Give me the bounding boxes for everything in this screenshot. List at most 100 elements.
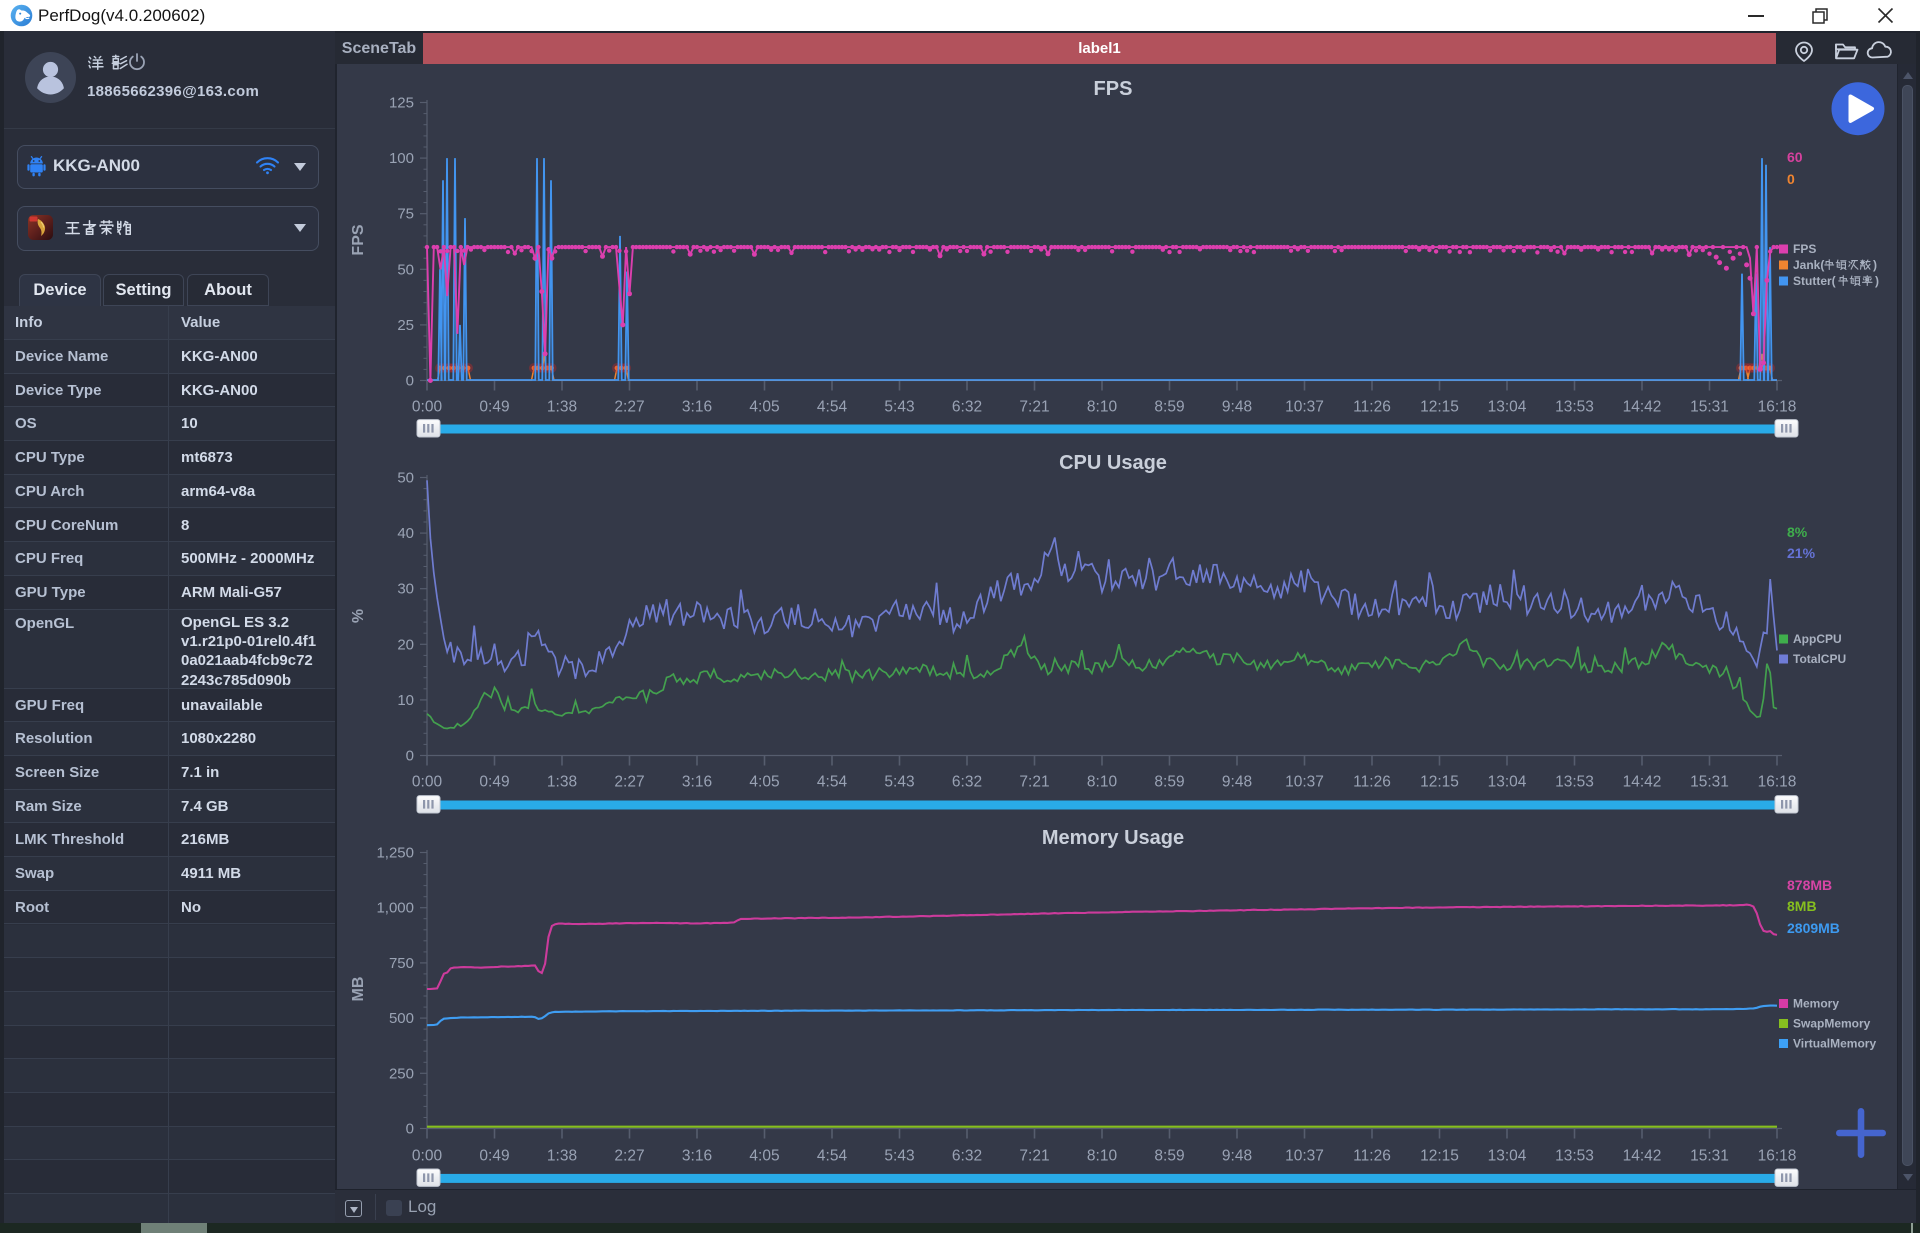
svg-text:1,000: 1,000 <box>376 900 414 917</box>
svg-text:15:31: 15:31 <box>1690 399 1729 416</box>
svg-text:13:53: 13:53 <box>1555 399 1594 416</box>
svg-text:15:31: 15:31 <box>1690 1148 1729 1165</box>
svg-text:5:43: 5:43 <box>884 774 914 791</box>
svg-text:16:18: 16:18 <box>1758 774 1797 791</box>
svg-text:4:05: 4:05 <box>749 1148 779 1165</box>
svg-text:750: 750 <box>389 955 414 972</box>
svg-text:FPS: FPS <box>1793 242 1816 256</box>
svg-text:2:27: 2:27 <box>614 399 644 416</box>
svg-text:8:59: 8:59 <box>1154 774 1184 791</box>
svg-text:9:48: 9:48 <box>1222 399 1252 416</box>
svg-text:250: 250 <box>389 1065 414 1082</box>
svg-text:2:27: 2:27 <box>614 1148 644 1165</box>
svg-text:5:43: 5:43 <box>884 399 914 416</box>
svg-text:4:05: 4:05 <box>749 774 779 791</box>
svg-text:12:15: 12:15 <box>1420 1148 1459 1165</box>
svg-text:10:37: 10:37 <box>1285 399 1324 416</box>
svg-text:%: % <box>350 609 367 623</box>
svg-text:Memory: Memory <box>1793 997 1839 1011</box>
svg-text:8:59: 8:59 <box>1154 1148 1184 1165</box>
svg-text:0:00: 0:00 <box>412 1148 443 1165</box>
svg-text:0:00: 0:00 <box>412 774 443 791</box>
svg-text:0:00: 0:00 <box>412 399 443 416</box>
svg-text:9:48: 9:48 <box>1222 774 1252 791</box>
svg-text:7:21: 7:21 <box>1019 774 1049 791</box>
svg-text:10: 10 <box>397 692 414 709</box>
svg-text:50: 50 <box>397 470 414 487</box>
svg-text:7:21: 7:21 <box>1019 399 1049 416</box>
svg-text:11:26: 11:26 <box>1353 774 1391 791</box>
svg-text:FPS: FPS <box>1094 78 1133 100</box>
svg-text:10:37: 10:37 <box>1285 774 1324 791</box>
svg-text:5:43: 5:43 <box>884 1148 914 1165</box>
svg-text:8:10: 8:10 <box>1087 774 1118 791</box>
svg-text:Jank(: Jank( <box>1793 258 1824 272</box>
svg-text:7:21: 7:21 <box>1019 1148 1049 1165</box>
svg-text:14:42: 14:42 <box>1623 774 1662 791</box>
svg-text:21%: 21% <box>1787 545 1816 561</box>
svg-text:4:05: 4:05 <box>749 399 779 416</box>
svg-text:8:10: 8:10 <box>1087 399 1118 416</box>
svg-text:11:26: 11:26 <box>1353 399 1391 416</box>
svg-text:13:04: 13:04 <box>1488 399 1527 416</box>
svg-text:60: 60 <box>1787 149 1803 165</box>
svg-text:100: 100 <box>389 150 414 167</box>
svg-text:12:15: 12:15 <box>1420 399 1459 416</box>
svg-text:): ) <box>1873 258 1877 272</box>
svg-text:1:38: 1:38 <box>547 1148 577 1165</box>
svg-text:Memory Usage: Memory Usage <box>1042 827 1184 849</box>
svg-text:878MB: 878MB <box>1787 877 1832 893</box>
svg-text:0:49: 0:49 <box>479 399 509 416</box>
svg-text:13:53: 13:53 <box>1555 774 1594 791</box>
svg-text:3:16: 3:16 <box>682 774 712 791</box>
svg-text:25: 25 <box>397 317 414 334</box>
svg-text:8%: 8% <box>1787 524 1808 540</box>
svg-text:MB: MB <box>350 977 367 1002</box>
svg-text:15:31: 15:31 <box>1690 774 1729 791</box>
svg-text:SwapMemory: SwapMemory <box>1793 1017 1871 1031</box>
svg-text:8:59: 8:59 <box>1154 399 1184 416</box>
svg-text:0: 0 <box>406 1121 414 1138</box>
svg-text:10:37: 10:37 <box>1285 1148 1324 1165</box>
svg-text:4:54: 4:54 <box>817 399 848 416</box>
svg-text:TotalCPU: TotalCPU <box>1793 652 1846 666</box>
svg-text:Stutter(: Stutter( <box>1793 274 1836 288</box>
svg-text:4:54: 4:54 <box>817 1148 848 1165</box>
svg-text:16:18: 16:18 <box>1758 399 1797 416</box>
svg-text:8MB: 8MB <box>1787 898 1817 914</box>
svg-text:16:18: 16:18 <box>1758 1148 1797 1165</box>
svg-text:4:54: 4:54 <box>817 774 848 791</box>
svg-text:13:04: 13:04 <box>1488 1148 1527 1165</box>
svg-text:12:15: 12:15 <box>1420 774 1459 791</box>
svg-text:14:42: 14:42 <box>1623 1148 1662 1165</box>
svg-text:8:10: 8:10 <box>1087 1148 1118 1165</box>
svg-text:6:32: 6:32 <box>952 774 982 791</box>
svg-text:1:38: 1:38 <box>547 774 577 791</box>
svg-text:3:16: 3:16 <box>682 1148 712 1165</box>
svg-text:6:32: 6:32 <box>952 1148 982 1165</box>
svg-text:0: 0 <box>406 748 414 765</box>
svg-text:50: 50 <box>397 261 414 278</box>
svg-text:13:04: 13:04 <box>1488 774 1527 791</box>
svg-text:11:26: 11:26 <box>1353 1148 1391 1165</box>
svg-text:0: 0 <box>406 373 414 390</box>
svg-text:CPU Usage: CPU Usage <box>1059 452 1167 474</box>
svg-text:40: 40 <box>397 525 414 542</box>
svg-text:2809MB: 2809MB <box>1787 920 1840 936</box>
svg-text:20: 20 <box>397 636 414 653</box>
svg-text:1:38: 1:38 <box>547 399 577 416</box>
svg-text:500: 500 <box>389 1010 414 1027</box>
svg-text:0:49: 0:49 <box>479 774 509 791</box>
svg-text:9:48: 9:48 <box>1222 1148 1252 1165</box>
svg-text:14:42: 14:42 <box>1623 399 1662 416</box>
svg-text:0: 0 <box>1787 171 1795 187</box>
svg-text:FPS: FPS <box>350 224 367 255</box>
svg-text:75: 75 <box>397 206 414 223</box>
svg-text:2:27: 2:27 <box>614 774 644 791</box>
svg-text:30: 30 <box>397 581 414 598</box>
svg-text:13:53: 13:53 <box>1555 1148 1594 1165</box>
svg-text:VirtualMemory: VirtualMemory <box>1793 1037 1876 1051</box>
svg-text:): ) <box>1875 274 1879 288</box>
svg-text:1,250: 1,250 <box>376 845 414 862</box>
svg-text:3:16: 3:16 <box>682 399 712 416</box>
